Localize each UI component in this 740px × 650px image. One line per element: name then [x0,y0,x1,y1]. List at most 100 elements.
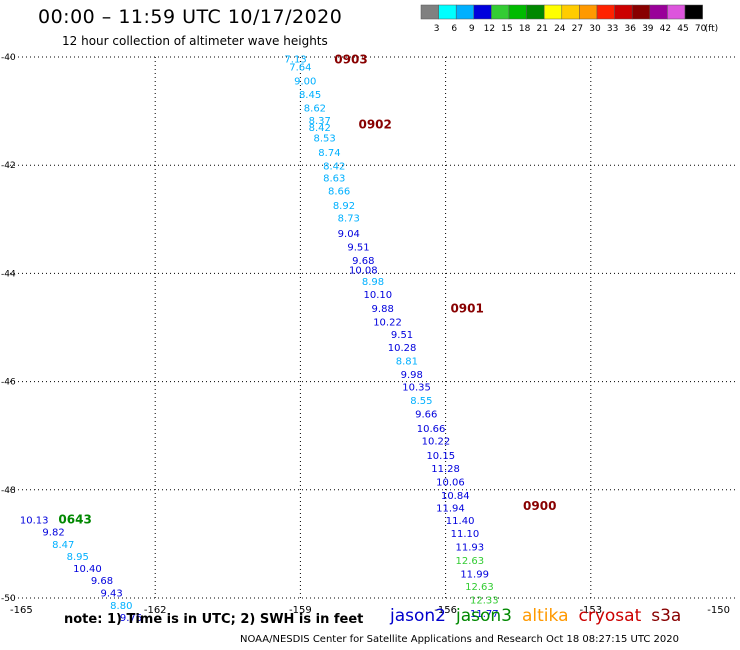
swh-value: 7.64 [289,63,311,74]
legend-swatch [420,4,439,20]
legend-label: 70 [695,24,707,34]
legend-label: 30 [589,24,601,34]
swh-value: 8.74 [318,148,340,159]
y-tick-label: -50 [1,594,16,604]
legend-swatch [631,4,651,20]
satellite-name: s3a [651,606,682,626]
swh-value: 10.66 [417,424,446,435]
swh-value: 11.93 [455,543,484,554]
satellite-name: altika [522,606,569,626]
legend-label: 12 [484,24,495,34]
x-tick-label: -159 [289,605,312,616]
chart-subtitle: 12 hour collection of altimeter wave hei… [62,34,328,48]
legend-label: 45 [677,24,688,34]
swh-value: 12.33 [470,596,499,607]
swh-value: 9.00 [294,76,316,87]
legend-swatch [579,4,598,20]
pass-time-label: 0901 [450,302,483,316]
legend-label: 3 [434,24,440,34]
legend-label: 27 [572,24,583,34]
axis-tick-labels: -165 -162 -159 -156 -153 -150 -40 -42 -44 -46 -48 -… [1,53,730,616]
legend-label: 33 [607,24,618,34]
legend-label: 39 [642,24,654,34]
x-tick-label: -150 [707,605,730,616]
swh-value: 8.47 [52,540,74,551]
swh-value: 10.15 [426,451,455,462]
swh-value: 11.94 [436,504,465,515]
swh-value: 10.22 [422,437,451,448]
swh-value: 10.13 [20,516,49,527]
swh-color-legend: 3 6 9 12 15 18 21 24 27 30 33 36 39 42 45 70(ft) [420,4,719,34]
swh-value: 8.80 [110,601,132,612]
legend-label: 21 [536,24,547,34]
pass-time-label: 0900 [523,499,556,513]
legend-swatch [508,4,527,20]
swh-value: 9.68 [91,576,113,587]
legend-label: 24 [554,24,566,34]
swh-value: 11.99 [460,570,489,581]
swh-value: 12.63 [465,582,494,593]
swh-value: 11.40 [446,516,475,527]
swh-value: 9.82 [42,527,64,538]
grid-lines [10,56,736,599]
pass-time-label: 0903 [334,53,367,67]
swh-value: 8.55 [410,396,432,407]
legend-label: 6 [451,24,457,34]
legend-swatch [491,4,510,20]
legend-swatch [561,4,580,20]
legend-swatch [526,4,545,20]
legend-label: 36 [624,24,636,34]
legend-swatch [649,4,668,20]
legend-swatch [596,4,615,20]
swh-value: 10.84 [441,491,470,502]
swh-value: 9.98 [401,370,423,381]
y-tick-label: -48 [1,486,16,496]
swh-value: 9.76 [120,613,142,624]
swh-value: 8.73 [338,214,360,225]
swh-value: 9.51 [391,330,413,341]
swh-value: 11.28 [431,464,460,475]
legend-label: 9 [469,24,475,34]
legend-label: 18 [519,24,531,34]
legend-swatch [543,4,563,20]
y-tick-label: -40 [1,53,16,63]
swh-value: 9.04 [338,229,360,240]
y-tick-label: -42 [1,161,16,171]
x-tick-label: -156 [434,605,457,616]
pass-time-label: 0902 [358,118,391,132]
swh-value: 7.13 [284,55,306,66]
y-tick-label: -44 [1,269,16,279]
x-tick-label: -165 [10,605,33,616]
legend-swatch [667,4,686,20]
legend-swatch [455,4,475,20]
credit-line: NOAA/NESDIS Center for Satellite Applica… [240,634,679,645]
swh-value: 8.42 [309,123,331,134]
swh-value: 10.08 [349,266,378,277]
pass-time-labels: 0903 0902 0901 0900 0643 [58,53,556,527]
swh-value: 9.66 [415,410,437,421]
x-tick-label: -162 [144,605,167,616]
swh-value: 9.88 [372,304,394,315]
x-tick-label: -153 [579,605,602,616]
swh-value: 8.66 [328,187,350,198]
swh-value: 9.51 [347,242,369,253]
swh-value: 8.62 [304,103,326,114]
swh-value: 10.22 [373,318,402,329]
swh-value: 10.10 [364,290,393,301]
swh-value: 8.98 [362,277,384,288]
swh-value: 9.43 [101,589,123,600]
legend-swatch [473,4,492,20]
legend-unit: (ft) [705,24,719,34]
satellite-name: jason3 [456,606,512,626]
pass-time-label: 0643 [58,513,91,527]
legend-label: 42 [660,24,671,34]
swh-value: 8.45 [299,90,321,101]
swh-value: 8.63 [323,174,345,185]
swh-value: 10.40 [73,564,102,575]
swh-value: 8.95 [67,552,89,563]
swh-value: 8.92 [333,201,355,212]
swh-value: 8.37 [309,116,331,127]
satellite-legend: jason2 jason3 altika cryosat s3a [390,606,691,626]
swh-value: 8.81 [396,357,418,368]
